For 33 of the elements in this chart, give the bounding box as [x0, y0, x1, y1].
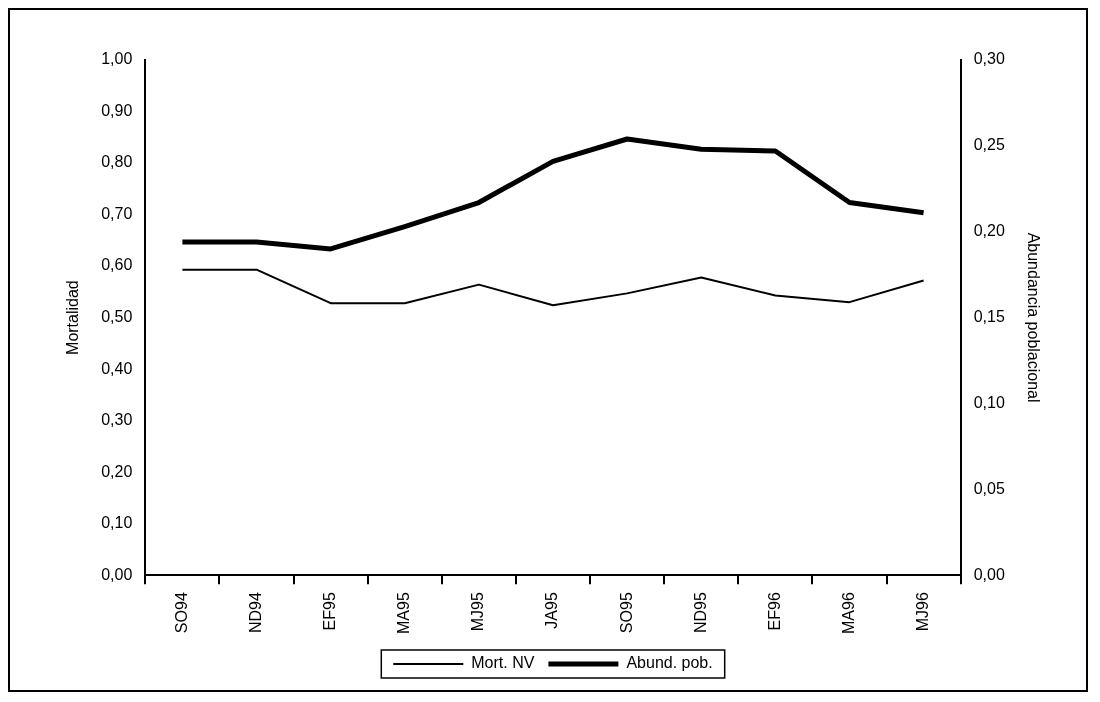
y-tick-label: 0,80 [101, 153, 133, 171]
y-tick-label: 0,90 [101, 101, 133, 119]
legend-label: Mort. NV [471, 654, 535, 672]
x-tick-label: SO95 [617, 592, 635, 634]
x-tick-label: EF95 [321, 592, 339, 631]
y2-axis-title: Abundancia poblacional [1024, 232, 1042, 403]
y-tick-label: 1,00 [101, 50, 133, 68]
y2-tick-label: 0,25 [973, 136, 1005, 154]
y-tick-label: 0,10 [101, 514, 133, 532]
x-tick-label: ND94 [246, 592, 264, 634]
x-tick-label: MJ95 [469, 592, 487, 632]
x-tick-label: EF96 [765, 592, 783, 631]
y-tick-label: 0,20 [101, 462, 133, 480]
x-tick-label: MJ96 [914, 592, 932, 632]
y-tick-label: 0,70 [101, 204, 133, 222]
y2-tick-label: 0,10 [973, 393, 1005, 411]
x-tick-label: MA96 [839, 592, 857, 634]
legend-label: Abund. pob. [626, 654, 713, 672]
y2-tick-label: 0,05 [973, 479, 1005, 497]
y-tick-label: 0,50 [101, 308, 133, 326]
x-tick-label: SO94 [172, 592, 190, 634]
y2-tick-label: 0,15 [973, 308, 1005, 326]
x-tick-label: MA95 [395, 592, 413, 634]
y2-tick-label: 0,30 [973, 50, 1005, 68]
y2-tick-label: 0,20 [973, 222, 1005, 240]
y-tick-label: 0,40 [101, 359, 133, 377]
x-tick-label: JA95 [543, 592, 561, 629]
x-tick-label: ND95 [691, 592, 709, 634]
y-axis-title: Mortalidad [64, 280, 82, 355]
y2-tick-label: 0,00 [973, 565, 1005, 583]
y-tick-label: 0,30 [101, 411, 133, 429]
y-tick-label: 0,60 [101, 256, 133, 274]
y-tick-label: 0,00 [101, 565, 133, 583]
